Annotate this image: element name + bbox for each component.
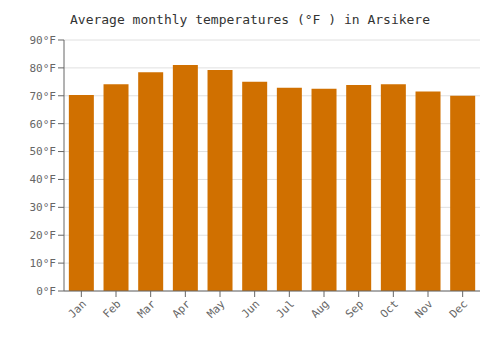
svg-text:60°F: 60°F [30, 118, 57, 131]
svg-text:Jun: Jun [239, 297, 262, 320]
html-text:Average monthly temperatures (: Average monthly temperatures (°F ) in Ar… [70, 12, 430, 27]
svg-text:Apr: Apr [170, 297, 194, 321]
svg-text:80°F: 80°F [30, 62, 57, 75]
svg-text:May: May [204, 297, 228, 321]
svg-text:Jan: Jan [66, 297, 89, 320]
svg-text:Feb: Feb [100, 297, 123, 320]
svg-text:Jul: Jul [274, 297, 297, 320]
svg-text:30°F: 30°F [30, 201, 57, 214]
svg-text:50°F: 50°F [30, 145, 57, 158]
svg-text:0°F: 0°F [36, 285, 56, 298]
svg-text:20°F: 20°F [30, 229, 57, 242]
svg-text:Sep: Sep [343, 297, 366, 320]
svg-text:Aug: Aug [308, 297, 331, 320]
svg-text:10°F: 10°F [30, 257, 57, 270]
svg-text:Mar: Mar [135, 297, 159, 321]
svg-text:70°F: 70°F [30, 90, 57, 103]
svg-text:90°F: 90°F [30, 34, 57, 47]
svg-text:Oct: Oct [378, 297, 401, 320]
svg-text:Dec: Dec [447, 297, 470, 320]
svg-text:40°F: 40°F [30, 173, 57, 186]
svg-text:Nov: Nov [412, 297, 436, 321]
